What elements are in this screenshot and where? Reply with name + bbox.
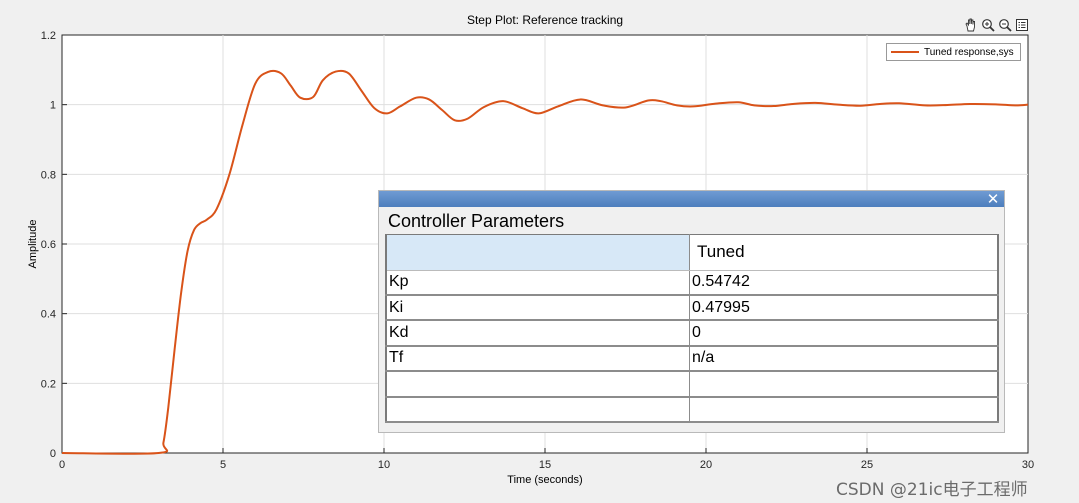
table-row bbox=[386, 371, 999, 398]
zoom-out-icon[interactable] bbox=[997, 17, 1013, 33]
y-tick-label: 0.6 bbox=[41, 239, 56, 251]
y-tick-label: 1 bbox=[50, 100, 56, 112]
table-row: Ki 0.47995 bbox=[386, 294, 999, 322]
series-line-tuned-response bbox=[61, 69, 1029, 455]
watermark: CSDN @21ic电子工程师 bbox=[836, 480, 1028, 500]
param-value bbox=[689, 396, 999, 424]
y-tick-label: 0.2 bbox=[41, 378, 56, 390]
parameters-table: Tuned Kp 0.54742 Ki 0.47995 Kd 0 Tf n/a bbox=[385, 234, 999, 424]
param-name bbox=[386, 396, 690, 424]
tick-labels: 0 5 10 15 20 25 30 0 0.2 0.4 0.6 0.8 1 1.2 bbox=[41, 30, 1034, 471]
param-value: 0 bbox=[689, 320, 999, 347]
y-tick-label: 0.4 bbox=[41, 309, 56, 321]
table-row: Kp 0.54742 bbox=[386, 270, 999, 296]
param-name: Kp bbox=[386, 270, 690, 296]
y-axis-label: Amplitude bbox=[27, 220, 39, 269]
param-name: Kd bbox=[386, 320, 690, 347]
param-value: n/a bbox=[689, 345, 999, 373]
header-blank-cell bbox=[386, 234, 690, 271]
y-tick-label: 0 bbox=[50, 448, 56, 460]
param-name: Tf bbox=[386, 345, 690, 373]
param-value: 0.47995 bbox=[689, 294, 999, 322]
series-group bbox=[61, 69, 1029, 455]
x-tick-label: 20 bbox=[700, 459, 712, 471]
x-tick-label: 15 bbox=[539, 459, 551, 471]
table-row: Kd 0 bbox=[386, 320, 999, 347]
legend-swatch bbox=[891, 51, 919, 53]
x-tick-label: 10 bbox=[378, 459, 390, 471]
y-tick-label: 0.8 bbox=[41, 169, 56, 181]
chart-title: Step Plot: Reference tracking bbox=[467, 13, 623, 27]
close-icon[interactable]: ✕ bbox=[986, 190, 1000, 208]
table-header-row: Tuned bbox=[386, 234, 999, 271]
y-tick-label: 1.2 bbox=[41, 30, 56, 42]
legend[interactable]: Tuned response,sys bbox=[886, 43, 1021, 61]
x-tick-label: 30 bbox=[1022, 459, 1034, 471]
x-tick-label: 25 bbox=[861, 459, 873, 471]
data-browser-icon[interactable] bbox=[1014, 17, 1030, 33]
table-row bbox=[386, 396, 999, 424]
param-value bbox=[689, 371, 999, 398]
axes-toolbar bbox=[963, 17, 1030, 33]
param-name: Ki bbox=[386, 294, 690, 322]
legend-label: Tuned response,sys bbox=[924, 46, 1014, 58]
x-tick-label: 0 bbox=[59, 459, 65, 471]
zoom-in-icon[interactable] bbox=[980, 17, 996, 33]
pan-icon[interactable] bbox=[963, 17, 979, 33]
table-row: Tf n/a bbox=[386, 345, 999, 373]
controller-parameters-panel: ✕ Controller Parameters Tuned Kp 0.54742… bbox=[378, 190, 1005, 433]
param-value: 0.54742 bbox=[689, 270, 999, 296]
x-tick-label: 5 bbox=[220, 459, 226, 471]
column-header-tuned: Tuned bbox=[689, 234, 999, 271]
panel-heading: Controller Parameters bbox=[388, 211, 565, 231]
panel-titlebar[interactable]: ✕ bbox=[379, 191, 1004, 207]
x-axis-label: Time (seconds) bbox=[507, 474, 582, 486]
param-name bbox=[386, 371, 690, 398]
